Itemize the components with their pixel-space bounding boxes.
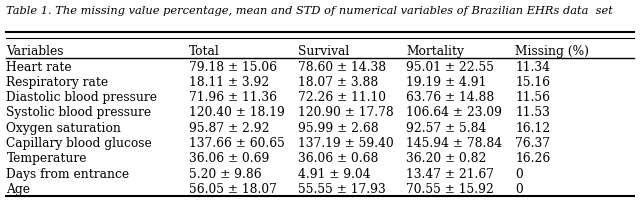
Text: 92.57 ± 5.84: 92.57 ± 5.84: [406, 121, 487, 134]
Text: Systolic blood pressure: Systolic blood pressure: [6, 106, 152, 119]
Text: Temperature: Temperature: [6, 152, 87, 164]
Text: 106.64 ± 23.09: 106.64 ± 23.09: [406, 106, 502, 119]
Text: Table 1. The missing value percentage, mean and STD of numerical variables of Br: Table 1. The missing value percentage, m…: [6, 6, 613, 16]
Text: Missing (%): Missing (%): [515, 45, 589, 58]
Text: 72.26 ± 11.10: 72.26 ± 11.10: [298, 91, 385, 104]
Text: Capillary blood glucose: Capillary blood glucose: [6, 136, 152, 149]
Text: 120.40 ± 18.19: 120.40 ± 18.19: [189, 106, 285, 119]
Text: 18.07 ± 3.88: 18.07 ± 3.88: [298, 76, 378, 88]
Text: 79.18 ± 15.06: 79.18 ± 15.06: [189, 60, 276, 73]
Text: 4.91 ± 9.04: 4.91 ± 9.04: [298, 167, 370, 180]
Text: 70.55 ± 15.92: 70.55 ± 15.92: [406, 182, 494, 195]
Text: 56.05 ± 18.07: 56.05 ± 18.07: [189, 182, 276, 195]
Text: 0: 0: [515, 167, 523, 180]
Text: Respiratory rate: Respiratory rate: [6, 76, 109, 88]
Text: 63.76 ± 14.88: 63.76 ± 14.88: [406, 91, 495, 104]
Text: 95.87 ± 2.92: 95.87 ± 2.92: [189, 121, 269, 134]
Text: Diastolic blood pressure: Diastolic blood pressure: [6, 91, 157, 104]
Text: 78.60 ± 14.38: 78.60 ± 14.38: [298, 60, 386, 73]
Text: 95.01 ± 22.55: 95.01 ± 22.55: [406, 60, 494, 73]
Text: Total: Total: [189, 45, 220, 58]
Text: 16.12: 16.12: [515, 121, 550, 134]
Text: 5.20 ± 9.86: 5.20 ± 9.86: [189, 167, 261, 180]
Text: 0: 0: [515, 182, 523, 195]
Text: 11.53: 11.53: [515, 106, 550, 119]
Text: 120.90 ± 17.78: 120.90 ± 17.78: [298, 106, 394, 119]
Text: 13.47 ± 21.67: 13.47 ± 21.67: [406, 167, 494, 180]
Text: Age: Age: [6, 182, 31, 195]
Text: 11.34: 11.34: [515, 60, 550, 73]
Text: 55.55 ± 17.93: 55.55 ± 17.93: [298, 182, 385, 195]
Text: 36.20 ± 0.82: 36.20 ± 0.82: [406, 152, 487, 164]
Text: 95.99 ± 2.68: 95.99 ± 2.68: [298, 121, 378, 134]
Text: 19.19 ± 4.91: 19.19 ± 4.91: [406, 76, 487, 88]
Text: 137.66 ± 60.65: 137.66 ± 60.65: [189, 136, 285, 149]
Text: Days from entrance: Days from entrance: [6, 167, 129, 180]
Text: 137.19 ± 59.40: 137.19 ± 59.40: [298, 136, 394, 149]
Text: 18.11 ± 3.92: 18.11 ± 3.92: [189, 76, 269, 88]
Text: Oxygen saturation: Oxygen saturation: [6, 121, 121, 134]
Text: 15.16: 15.16: [515, 76, 550, 88]
Text: Heart rate: Heart rate: [6, 60, 72, 73]
Text: 76.37: 76.37: [515, 136, 550, 149]
Text: 36.06 ± 0.69: 36.06 ± 0.69: [189, 152, 269, 164]
Text: 71.96 ± 11.36: 71.96 ± 11.36: [189, 91, 276, 104]
Text: Variables: Variables: [6, 45, 64, 58]
Text: 16.26: 16.26: [515, 152, 550, 164]
Text: 145.94 ± 78.84: 145.94 ± 78.84: [406, 136, 502, 149]
Text: Survival: Survival: [298, 45, 349, 58]
Text: 36.06 ± 0.68: 36.06 ± 0.68: [298, 152, 378, 164]
Text: 11.56: 11.56: [515, 91, 550, 104]
Text: Mortality: Mortality: [406, 45, 464, 58]
